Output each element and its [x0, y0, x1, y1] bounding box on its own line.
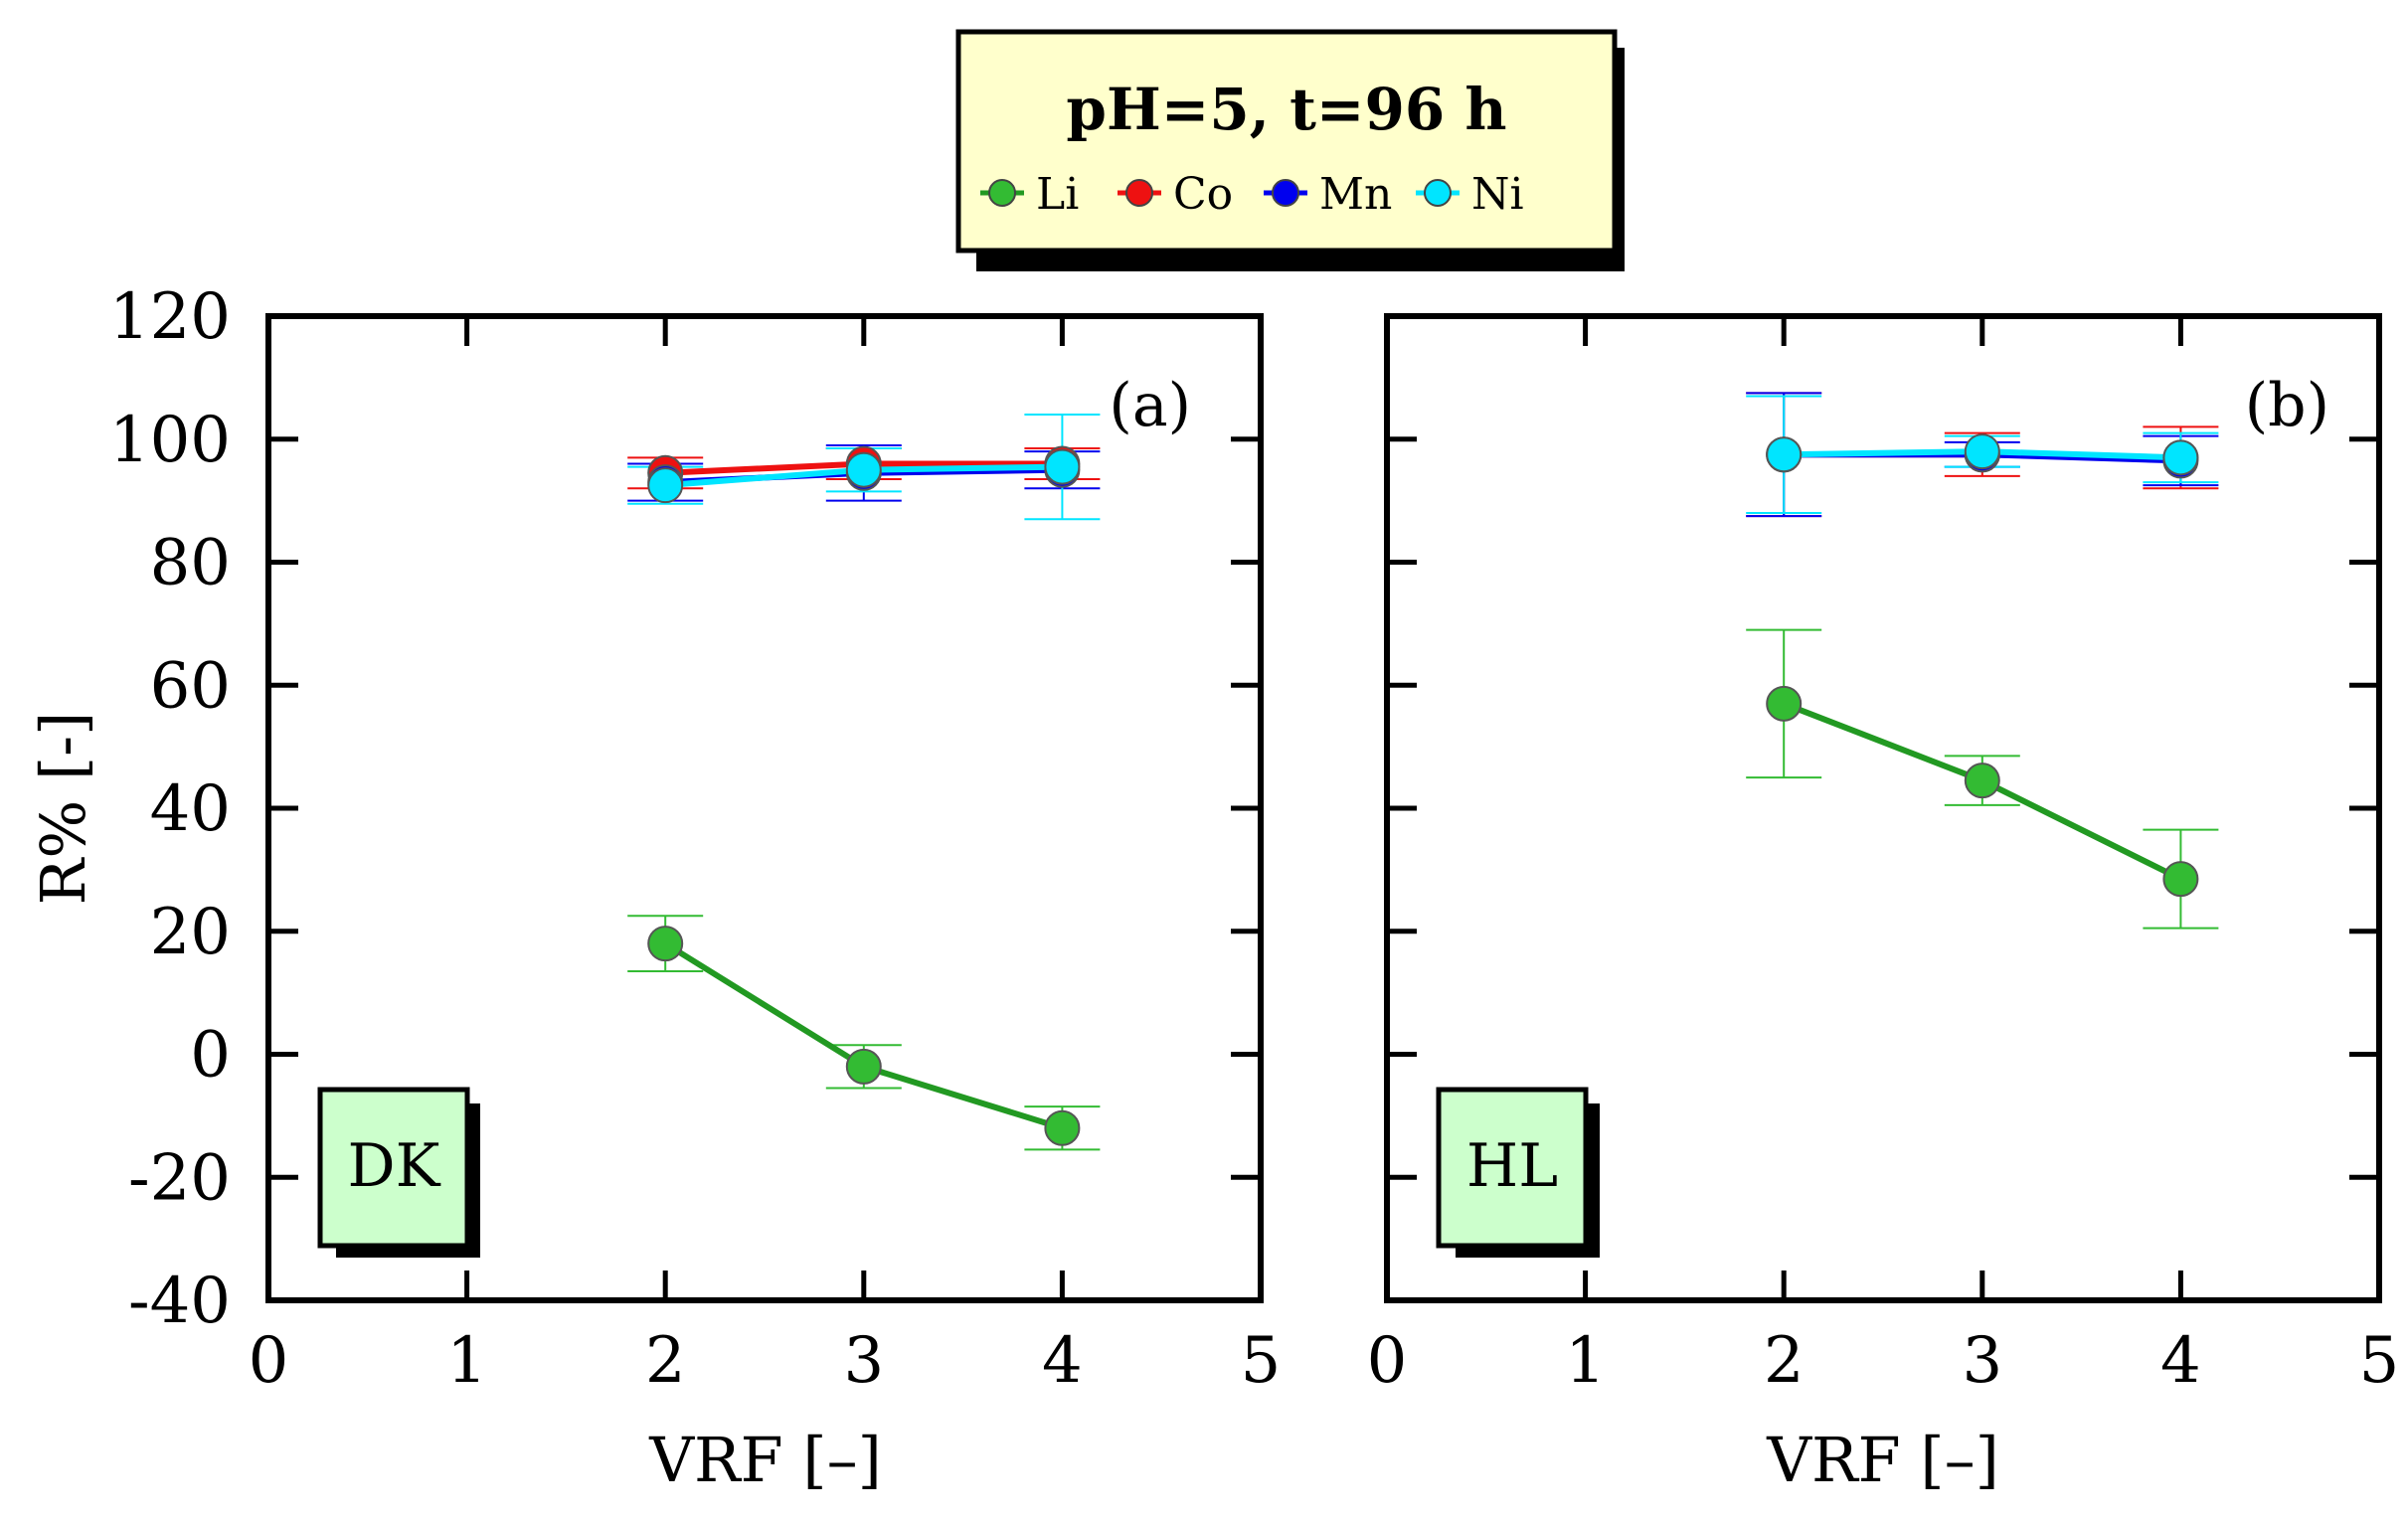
panel-a-box-label: DK: [348, 1131, 441, 1201]
panel-a-ni-point-2: [1044, 448, 1081, 485]
panel-a-axes: 0 1 2 3 4 5 -40 -20 0 20 40 60 80 100 120: [109, 280, 1282, 1398]
panel-a-tag: (a): [1109, 371, 1191, 440]
panel-a-ytick-label-8: 120: [109, 280, 231, 354]
legend-label-ni: Ni: [1471, 169, 1524, 220]
panel-a-ni-point-1: [845, 451, 882, 488]
panel-b-xtick-label-2: 2: [1764, 1324, 1805, 1398]
panel-b-label-bg: [1436, 1087, 1589, 1249]
legend-entries: Li Co Mn Ni: [980, 169, 1524, 220]
panel-b-ni-point-2: [2162, 439, 2199, 476]
panel-a-xtick-label-1: 1: [446, 1324, 487, 1398]
panel-a-series: [627, 414, 1101, 1151]
panel-a-ytick-label-2: 0: [190, 1019, 231, 1093]
panel-a-ytick-label-1: -20: [128, 1141, 231, 1215]
panel-b-tag: (b): [2245, 371, 2329, 440]
panel-a-ni-point-0: [647, 467, 684, 504]
legend-title: pH=5, t=96 h: [1066, 76, 1506, 143]
legend-label-mn: Mn: [1319, 169, 1392, 220]
panel-a-xtick-label-4: 4: [1042, 1324, 1083, 1398]
panel-a-ylabel: R% [-]: [27, 712, 99, 906]
panel-a-ytick-label-7: 100: [109, 404, 231, 477]
panel-a-ytick-label-4: 40: [150, 772, 231, 846]
legend-label-li: Li: [1036, 169, 1079, 220]
panel-a-xtick-label-2: 2: [645, 1324, 686, 1398]
legend-box: [955, 29, 1618, 254]
panel-a-li-point-1: [845, 1048, 882, 1085]
legend-marker-mn: [1272, 179, 1299, 207]
legend: pH=5, t=96 h Li Co Mn Ni: [955, 29, 1625, 271]
panel-a-ytick-label-0: -40: [128, 1265, 231, 1338]
panel-a-xtick-label-5: 5: [1241, 1324, 1282, 1398]
panel-a-ytick-label-6: 80: [150, 527, 231, 600]
panel-b-ni-point-0: [1766, 436, 1803, 473]
panel-b: 0 1 2 3 4 5 (b) HL VRF [–]: [1367, 313, 2400, 1496]
panel-b-li-point-2: [2162, 861, 2199, 898]
panel-b-li-point-1: [1964, 762, 2000, 799]
panel-a-xtick-label-0: 0: [249, 1324, 289, 1398]
panel-b-axes: 0 1 2 3 4 5: [1367, 316, 2400, 1398]
panel-a: 0 1 2 3 4 5 -40 -20 0 20 40 60 80 100 120 (a) DK VRF […: [27, 280, 1281, 1496]
panel-a-xlabel: VRF [–]: [648, 1424, 882, 1496]
panel-a-li-point-2: [1044, 1109, 1081, 1146]
panel-b-xtick-label-4: 4: [2160, 1324, 2201, 1398]
panel-a-xtick-label-3: 3: [843, 1324, 884, 1398]
panel-b-xlabel: VRF [–]: [1766, 1424, 1999, 1496]
panel-b-ni-point-1: [1964, 433, 2000, 470]
legend-label-co: Co: [1173, 169, 1233, 220]
legend-marker-co: [1125, 179, 1153, 207]
panel-b-xtick-label-0: 0: [1367, 1324, 1408, 1398]
panel-b-xtick-label-1: 1: [1565, 1324, 1606, 1398]
panel-b-box-label: HL: [1466, 1131, 1558, 1201]
panel-b-li-point-0: [1766, 685, 1803, 722]
panel-a-li-point-0: [647, 926, 684, 962]
legend-marker-ni: [1424, 179, 1452, 207]
panel-a-li-line: [663, 940, 1064, 1131]
panel-b-xtick-label-3: 3: [1962, 1324, 2002, 1398]
legend-marker-li: [988, 179, 1016, 207]
panel-a-ytick-label-3: 20: [150, 896, 231, 969]
panel-a-label-box: DK: [317, 1087, 480, 1258]
panel-b-xtick-label-5: 5: [2359, 1324, 2400, 1398]
panel-a-ytick-label-5: 60: [150, 649, 231, 723]
panel-b-series: [1746, 392, 2219, 930]
panel-a-label-bg: [317, 1087, 470, 1249]
panel-b-label-box: HL: [1436, 1087, 1600, 1258]
